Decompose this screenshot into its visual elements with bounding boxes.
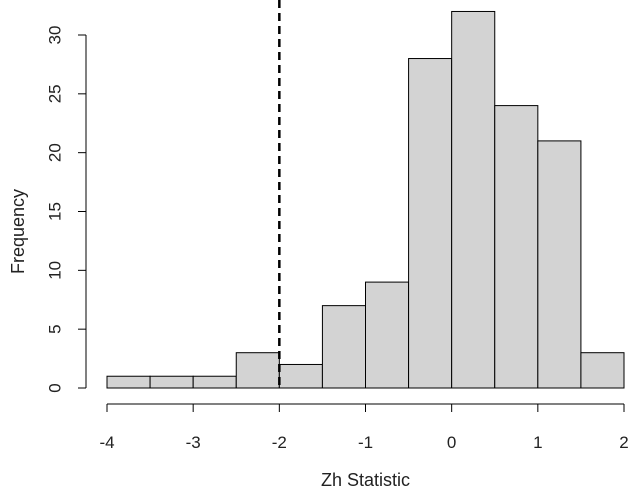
histogram-bar <box>580 352 625 389</box>
x-tick-label: 0 <box>447 433 456 452</box>
histogram-bar <box>149 375 194 389</box>
histogram-bar <box>494 105 539 389</box>
y-tick-label: 15 <box>46 202 65 221</box>
histogram-bar <box>278 363 323 389</box>
y-tick-label: 0 <box>46 383 65 392</box>
x-axis-title: Zh Statistic <box>321 470 410 490</box>
histogram-bar <box>192 375 237 389</box>
histogram-bar <box>451 10 496 389</box>
y-tick-label: 25 <box>46 84 65 103</box>
y-tick-label: 10 <box>46 261 65 280</box>
histogram-bar <box>321 305 366 389</box>
histogram-bars <box>106 10 625 389</box>
y-tick-label: 30 <box>46 26 65 45</box>
histogram-bar <box>235 352 280 389</box>
x-tick-label: -1 <box>358 433 373 452</box>
x-tick-label: -3 <box>186 433 201 452</box>
x-tick-label: -2 <box>272 433 287 452</box>
y-tick-label: 20 <box>46 143 65 162</box>
histogram-bar <box>106 375 151 389</box>
x-tick-label: -4 <box>99 433 114 452</box>
histogram-bar <box>408 58 453 389</box>
histogram-bar <box>365 281 410 389</box>
x-tick-label: 2 <box>619 433 628 452</box>
histogram-bar <box>537 140 582 389</box>
y-tick-label: 5 <box>46 324 65 333</box>
x-tick-label: 1 <box>533 433 542 452</box>
y-axis: 0 5 10 15 20 25 30 <box>46 26 87 393</box>
x-axis: -4 -3 -2 -1 0 1 2 <box>99 403 629 452</box>
y-axis-title: Frequency <box>8 189 28 274</box>
